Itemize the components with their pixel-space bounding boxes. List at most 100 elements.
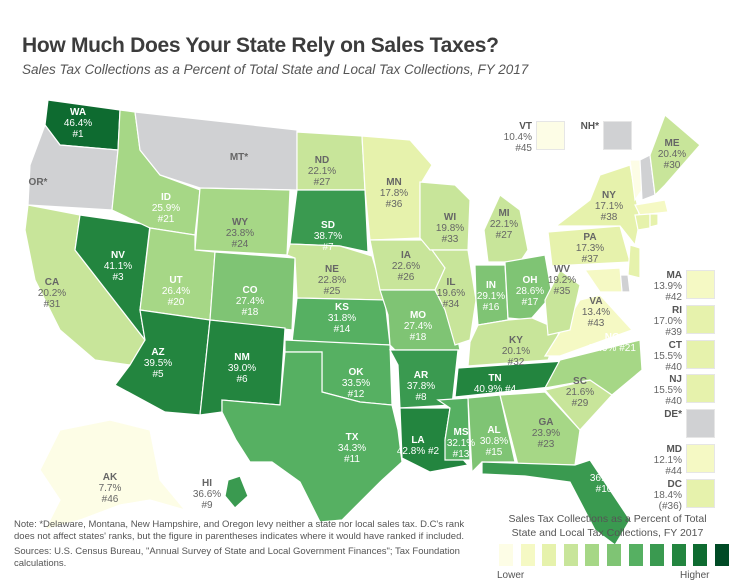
sources-text: Sources: U.S. Census Bureau, "Annual Sur… — [14, 546, 460, 569]
state-pct-rank: 25.9% #21 — [588, 343, 636, 354]
state-rank: #34 — [443, 299, 460, 310]
legend-swatch — [520, 544, 535, 566]
state-label-sc: SC 21.6% #29 — [566, 376, 594, 409]
legend-swatch — [607, 544, 621, 566]
state-pct: 18.4% — [653, 489, 682, 501]
state-fl — [481, 459, 631, 546]
callout-swatch-md — [686, 444, 715, 473]
state-me — [649, 113, 701, 197]
state-pct: 13.4% — [582, 307, 610, 318]
state-pct-rank: 40.9% #4 — [474, 384, 517, 395]
state-abbr: OR* — [29, 177, 48, 188]
state-abbr: SC — [573, 376, 587, 387]
state-label-ak: AK 7.7% #46 — [99, 472, 122, 505]
state-abbr: AZ — [151, 347, 164, 358]
state-abbr: MA — [666, 270, 682, 281]
state-ga — [499, 391, 581, 466]
state-pct: 25.9% — [152, 203, 180, 214]
state-abbr: TN — [488, 373, 501, 384]
state-ky — [467, 317, 561, 367]
state-pct: 36.2% — [590, 473, 618, 484]
state-label-nd: ND 22.1% #27 — [308, 155, 336, 188]
state-abbr: CT — [668, 339, 682, 351]
state-abbr: NH* — [580, 121, 599, 132]
state-label-ut: UT 26.4% #20 — [162, 275, 190, 308]
state-abbr: LA — [411, 435, 424, 446]
state-label-ok: OK 33.5% #12 — [342, 367, 370, 400]
callout-label-dc: DC 18.4% (#36) — [648, 479, 682, 512]
legend-swatch — [671, 544, 686, 566]
state-rank: #6 — [236, 374, 248, 385]
state-rank: #35 — [554, 286, 571, 297]
state-pct: 19.8% — [436, 223, 464, 234]
state-tx — [221, 351, 403, 523]
state-pct: 19.6% — [437, 288, 465, 299]
state-abbr: MO — [410, 310, 426, 321]
state-pct: 22.1% — [490, 219, 518, 230]
state-rank: #26 — [398, 272, 415, 283]
state-label-sd: SD 38.7% #7 — [314, 220, 342, 253]
state-pct: 31.8% — [328, 313, 356, 324]
state-pct: 22.6% — [392, 261, 420, 272]
state-pct: 41.1% — [104, 261, 132, 272]
state-rank: #38 — [601, 212, 618, 223]
state-pct: 38.7% — [314, 231, 342, 242]
state-rank: #18 — [242, 307, 259, 318]
state-pct: 15.5% — [653, 350, 682, 362]
state-label-nm: NM 39.0% #6 — [228, 352, 256, 385]
state-label-ky: KY 20.1% #32 — [502, 335, 530, 368]
state-abbr: MN — [386, 177, 402, 188]
state-pct: 7.7% — [99, 483, 122, 494]
state-abbr: CO — [243, 285, 258, 296]
state-label-wy: WY 23.8% #24 — [226, 217, 254, 250]
state-label-ar: AR 37.8% #8 — [407, 370, 435, 403]
state-abbr: MT* — [230, 152, 248, 163]
state-label-co: CO 27.4% #18 — [236, 285, 264, 318]
legend-swatch — [499, 544, 513, 566]
state-pct: 22.1% — [308, 166, 336, 177]
state-label-pa: PA 17.3% #37 — [576, 232, 604, 265]
legend-swatch — [585, 544, 600, 566]
state-label-in: IN 29.1% #16 — [477, 280, 505, 313]
state-abbr: OH — [523, 275, 538, 286]
callout-swatch-nj — [686, 374, 715, 404]
footnote: Note: *Delaware, Montana, New Hampshire,… — [14, 519, 474, 570]
state-rank: #44 — [665, 466, 682, 477]
state-rank: #15 — [486, 447, 503, 458]
callout-label-md: MD 12.1% #44 — [648, 444, 682, 477]
state-pct: 46.4% — [64, 118, 92, 129]
state-abbr: ND — [315, 155, 329, 166]
state-rank: #11 — [344, 454, 360, 465]
state-abbr: OK — [349, 367, 365, 378]
callout-label-nj: NJ 15.5% #40 — [648, 374, 682, 407]
state-pct: 29.1% — [477, 291, 505, 302]
state-abbr: GA — [539, 417, 554, 428]
state-label-tn: TN 40.9% #4 — [474, 373, 517, 395]
state-label-ga: GA 23.9% #23 — [532, 417, 560, 450]
state-pct: 12.1% — [653, 455, 682, 466]
legend-swatch — [628, 544, 643, 566]
state-abbr: AL — [487, 425, 500, 436]
state-rank: #37 — [582, 254, 599, 265]
legend-swatch — [715, 544, 729, 566]
state-pct: 37.8% — [407, 381, 435, 392]
legend-low-label: Lower — [497, 570, 525, 581]
callout-label-ct: CT 15.5% #40 — [648, 340, 682, 373]
state-pct: 23.8% — [226, 228, 254, 239]
state-nc — [543, 339, 643, 396]
state-rank: #30 — [664, 160, 681, 171]
state-label-ca: CA 20.2% #31 — [38, 277, 66, 310]
state-label-mt: MT* — [230, 152, 248, 163]
callout-label-de: DE* — [648, 409, 682, 420]
state-abbr: IN — [486, 280, 496, 291]
state-abbr: ID — [161, 192, 171, 203]
state-abbr: MD — [666, 444, 682, 455]
state-pct-rank: 42.8% #2 — [397, 446, 440, 457]
state-abbr: NM — [234, 352, 250, 363]
state-rank: #43 — [588, 318, 605, 329]
state-rank: #27 — [314, 177, 331, 188]
state-pct: 32.1% — [447, 438, 475, 449]
state-label-ks: KS 31.8% #14 — [328, 302, 356, 335]
state-abbr: MS — [454, 427, 469, 438]
